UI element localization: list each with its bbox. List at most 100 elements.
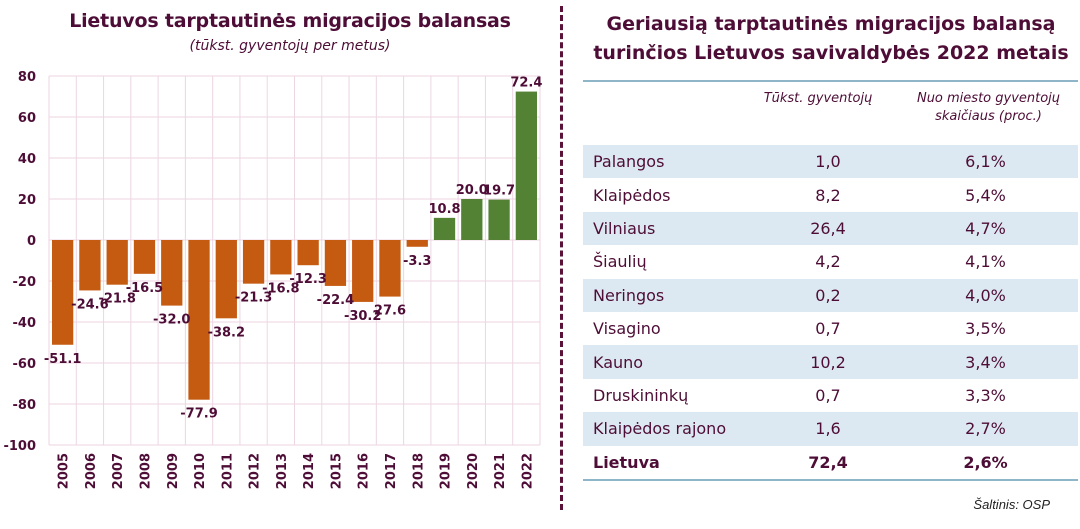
thousand-residents-value: 0,2 bbox=[815, 285, 841, 305]
thousand-residents-value: 72,4 bbox=[808, 452, 848, 472]
x-tick-label: 2015 bbox=[329, 453, 344, 489]
table-row: Klaipėdos 8,2 5,4% bbox=[583, 178, 1078, 211]
data-label-2018: -3.3 bbox=[403, 254, 431, 269]
thousand-residents-value: 1,0 bbox=[815, 152, 841, 172]
bar-2005 bbox=[52, 240, 74, 345]
table-body: Palangos 1,0 6,1% Klaipėdos 8,2 5,4% Vilniaus 2… bbox=[583, 145, 1078, 479]
y-tick-label: -100 bbox=[3, 439, 36, 454]
municipality-name: Lietuva bbox=[593, 452, 660, 472]
x-tick-label: 2020 bbox=[466, 453, 481, 489]
bar-2013 bbox=[270, 240, 292, 275]
y-tick-label: -80 bbox=[13, 398, 37, 413]
x-tick-label: 2008 bbox=[138, 453, 153, 489]
data-label-2007: -21.8 bbox=[98, 292, 135, 307]
x-tick-label: 2009 bbox=[166, 453, 181, 489]
municipality-name: Kauno bbox=[593, 352, 644, 372]
table-row: Palangos 1,0 6,1% bbox=[583, 145, 1078, 179]
y-tick-label: -40 bbox=[13, 316, 37, 331]
x-tick-label: 2007 bbox=[111, 453, 126, 489]
thousand-residents-value: 8,2 bbox=[815, 185, 841, 205]
municipality-name: Šiaulių bbox=[593, 252, 647, 272]
header-percent-line1: Nuo miesto gyventojų bbox=[916, 91, 1061, 106]
x-tick-label: 2022 bbox=[520, 453, 535, 489]
table-header: Tūkst. gyventojų Nuo miesto gyventojų sk… bbox=[583, 82, 1078, 145]
chart-grid bbox=[48, 75, 541, 446]
thousand-residents-value: 10,2 bbox=[810, 352, 846, 372]
x-tick-label: 2019 bbox=[439, 453, 454, 489]
x-tick-label: 2005 bbox=[57, 453, 72, 489]
municipality-name: Klaipėdos rajono bbox=[593, 419, 727, 439]
data-label-2021: 19.7 bbox=[483, 184, 515, 199]
chart-bars bbox=[52, 91, 537, 400]
data-labels: -51.1 -24.6-21.8-16.5 -32.0 -77.9 -38.2 -21.3… bbox=[44, 76, 543, 422]
thousand-residents-value: 1,6 bbox=[815, 419, 841, 439]
data-label-2013: -16.8 bbox=[262, 281, 299, 296]
y-tick-label: -20 bbox=[13, 275, 37, 290]
data-label-2017: 27.6 bbox=[374, 304, 406, 319]
percent-value: 3,3% bbox=[965, 385, 1006, 405]
thousand-residents-value: 4,2 bbox=[815, 252, 841, 272]
bar-2020 bbox=[461, 199, 483, 240]
table-title-line2: turinčios Lietuvos savivaldybės 2022 met… bbox=[593, 42, 1069, 64]
x-tick-label: 2010 bbox=[193, 453, 208, 489]
municipality-name: Neringos bbox=[593, 285, 665, 305]
data-label-2006: -24.6 bbox=[71, 297, 108, 312]
table-row-total: Lietuva 72,4 2,6% bbox=[583, 446, 1078, 479]
table-row: Kauno 10,2 3,4% bbox=[583, 345, 1078, 379]
chart-subtitle: (tūkst. gyventojų per metus) bbox=[189, 38, 391, 54]
y-axis-ticks: 80 60 40 20 0 -20 -40 -60 -80 -100 bbox=[3, 70, 36, 454]
y-tick-label: 80 bbox=[18, 70, 36, 85]
percent-value: 3,5% bbox=[965, 319, 1006, 339]
data-label-2012: -21.3 bbox=[235, 291, 272, 306]
bar-2022 bbox=[515, 91, 537, 240]
bar-2015 bbox=[324, 240, 347, 286]
header-percent-line2: skaičiaus (proc.) bbox=[935, 109, 1042, 124]
table-row: Neringos 0,2 4,0% bbox=[583, 278, 1078, 312]
bar-2017 bbox=[379, 240, 401, 297]
bar-2021 bbox=[488, 199, 510, 240]
percent-value: 3,4% bbox=[965, 352, 1006, 372]
x-tick-label: 2013 bbox=[275, 453, 290, 489]
municipality-name: Druskininkų bbox=[593, 385, 689, 405]
x-axis-ticks: 2005 2006 2007 2008 2009 2010 2011 2012 2013 2014… bbox=[57, 453, 536, 489]
percent-value: 5,4% bbox=[965, 185, 1006, 205]
municipality-name: Klaipėdos bbox=[593, 185, 671, 205]
percent-value: 6,1% bbox=[965, 152, 1006, 172]
y-tick-label: 40 bbox=[18, 152, 36, 167]
municipality-name: Vilniaus bbox=[593, 218, 656, 238]
header-thousand-residents: Tūkst. gyventojų bbox=[763, 91, 873, 106]
bar-2018 bbox=[406, 240, 428, 247]
table-row: Druskininkų 0,7 3,3% bbox=[583, 379, 1078, 412]
municipalities-table: Tūkst. gyventojų Nuo miesto gyventojų sk… bbox=[583, 80, 1078, 481]
percent-value: 2,6% bbox=[963, 452, 1008, 472]
bar-2014 bbox=[297, 240, 319, 266]
bar-2009 bbox=[161, 240, 183, 306]
bar-2016 bbox=[352, 240, 374, 302]
data-label-2014: -12.3 bbox=[289, 272, 326, 287]
section-divider bbox=[560, 6, 563, 510]
bar-2008 bbox=[133, 240, 156, 274]
header-percent-of-population: Nuo miesto gyventojų skaičiaus (proc.) bbox=[901, 90, 1076, 126]
y-tick-label: 20 bbox=[18, 193, 36, 208]
table-title: Geriausią tarptautinės migracijos balans… bbox=[585, 10, 1077, 68]
thousand-residents-value: 26,4 bbox=[810, 218, 846, 238]
y-tick-label: 0 bbox=[27, 234, 36, 249]
bar-2007 bbox=[106, 240, 128, 285]
bar-2011 bbox=[215, 240, 237, 319]
bar-2012 bbox=[242, 240, 265, 284]
table-row: Vilniaus 26,4 4,7% bbox=[583, 211, 1078, 246]
source-note: Šaltinis: OSP bbox=[973, 497, 1050, 512]
y-tick-label: -60 bbox=[13, 357, 37, 372]
bar-2010 bbox=[188, 240, 210, 400]
x-tick-label: 2016 bbox=[357, 453, 372, 489]
x-tick-label: 2018 bbox=[411, 453, 426, 489]
data-label-2005: -51.1 bbox=[44, 352, 81, 367]
y-tick-label: 60 bbox=[18, 111, 36, 126]
percent-value: 4,7% bbox=[965, 218, 1006, 238]
percent-value: 4,1% bbox=[965, 252, 1006, 272]
x-tick-label: 2006 bbox=[84, 453, 99, 489]
data-label-2011: -38.2 bbox=[208, 325, 245, 340]
bar-2006 bbox=[79, 240, 101, 291]
thousand-residents-value: 0,7 bbox=[815, 319, 841, 339]
